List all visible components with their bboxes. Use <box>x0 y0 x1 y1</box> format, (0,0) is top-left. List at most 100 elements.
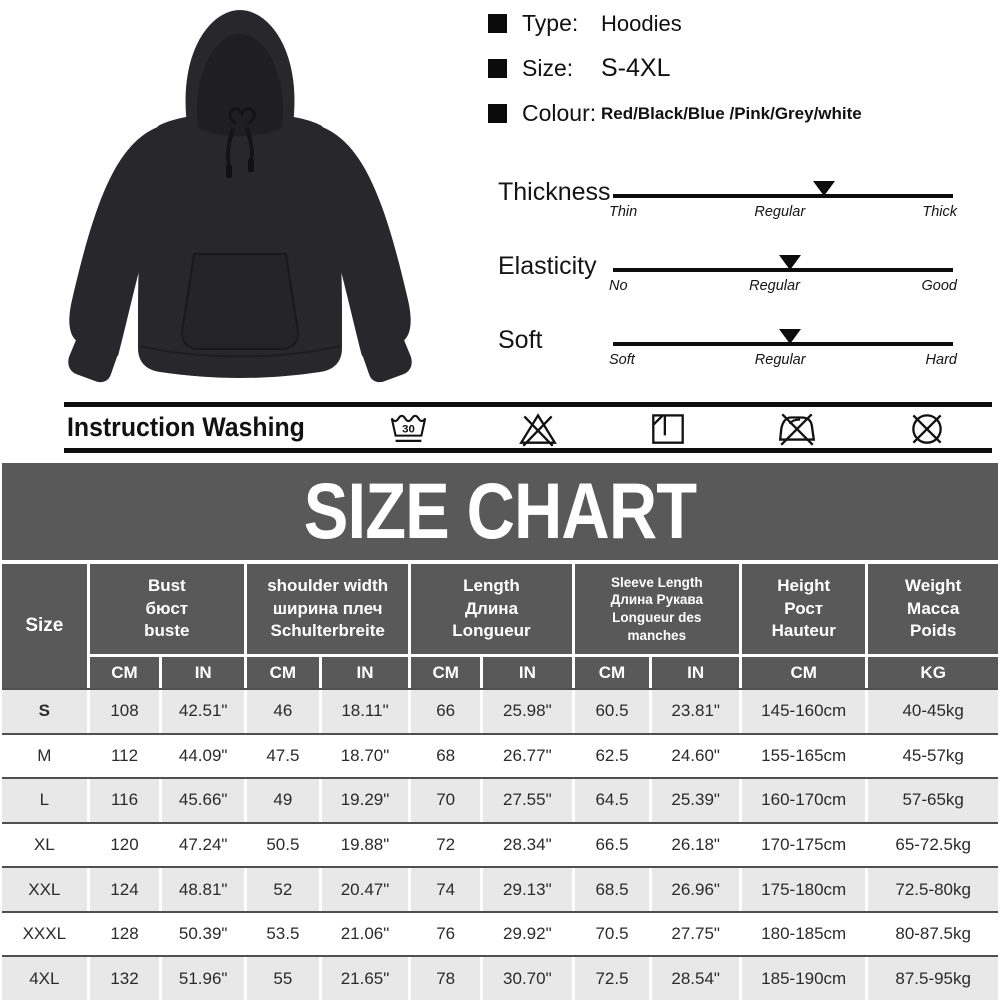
cell-shoulder-in: 19.88" <box>318 823 409 867</box>
cell-size: 4XL <box>2 957 87 1000</box>
scale-label: Thin <box>609 204 638 220</box>
header-group: Sleeve Length Длина Рукава Longueur des … <box>571 564 739 654</box>
cell-bust-cm: 108 <box>86 690 160 733</box>
cell-height-cm: 155-165cm <box>738 734 866 778</box>
cell-size: XL <box>2 823 87 867</box>
cell-weight-kg: 45-57kg <box>865 734 998 778</box>
cell-sleeve-in: 26.96" <box>649 868 739 911</box>
table-row: 4XL 132 51.96" 55 21.65" 78 30.70" 72.5 28.54" 18… <box>2 955 998 1000</box>
cell-sleeve-cm: 66.5 <box>571 823 650 867</box>
slider-track <box>613 342 953 346</box>
cell-length-cm: 78 <box>408 957 481 1000</box>
cell-sleeve-in: 24.60" <box>649 734 739 778</box>
cell-bust-cm: 116 <box>86 779 160 822</box>
header-unit: CM <box>738 654 866 688</box>
cell-shoulder-in: 20.47" <box>318 868 409 911</box>
table-row: M 112 44.09" 47.5 18.70" 68 26.77" 62.5 24.60" 15… <box>2 732 998 778</box>
attribute-name: Elasticity <box>498 252 597 280</box>
bullet-square-icon <box>488 104 507 123</box>
cell-shoulder-cm: 55 <box>244 957 319 1000</box>
cell-length-in: 26.77" <box>480 734 572 778</box>
cell-height-cm: 175-180cm <box>738 868 866 911</box>
detail-value: Hoodies <box>601 10 682 36</box>
table-row: XL 120 47.24" 50.5 19.88" 72 28.34" 66.5 26.18" 1… <box>2 821 998 867</box>
cell-weight-kg: 72.5-80kg <box>865 868 998 911</box>
cell-bust-cm: 124 <box>86 868 160 911</box>
cell-height-cm: 185-190cm <box>738 957 866 1000</box>
cell-length-cm: 68 <box>408 734 481 778</box>
cell-sleeve-in: 28.54" <box>649 957 739 1000</box>
cell-sleeve-cm: 70.5 <box>571 912 650 956</box>
table-row: S 108 42.51" 46 18.11" 66 25.98" 60.5 23.81" 145-… <box>2 688 998 733</box>
size-chart-title: SIZE CHART <box>303 467 697 556</box>
cell-size: L <box>2 779 87 822</box>
scale-label: Regular <box>754 204 806 220</box>
cell-size: M <box>2 734 87 778</box>
header-group: Bust бюст buste <box>86 564 245 654</box>
cell-bust-in: 45.66" <box>159 779 245 822</box>
cell-bust-cm: 112 <box>86 734 160 778</box>
size-chart-header: Size Bust бюст buste CM IN shoulder width ши… <box>2 564 998 688</box>
attribute-slider: Thickness Thin Regular Thick <box>480 178 1000 242</box>
cell-length-in: 29.92" <box>480 912 572 956</box>
header-unit: IN <box>159 654 245 688</box>
attribute-sliders: Thickness Thin Regular Thick Elasticity No Reg… <box>480 160 1000 402</box>
detail-value: S-4XL <box>601 54 671 82</box>
detail-label: Type: <box>522 10 579 36</box>
header-group: shoulder width ширина плеч Schulterbreit… <box>244 564 409 654</box>
attribute-name: Soft <box>498 326 543 354</box>
scale-label: Regular <box>749 278 800 294</box>
header-unit: CM <box>244 654 319 688</box>
cell-length-cm: 76 <box>408 912 481 956</box>
attribute-slider: Elasticity No Regular Good <box>480 252 1000 316</box>
header-group: Height Рост Hauteur <box>738 564 866 654</box>
cell-weight-kg: 80-87.5kg <box>865 912 998 956</box>
header-group: Weight Масса Poids <box>865 564 998 654</box>
cell-sleeve-in: 27.75" <box>649 912 739 956</box>
cell-sleeve-in: 23.81" <box>649 690 739 733</box>
header-size: Size <box>2 564 87 688</box>
header-unit: KG <box>865 654 998 688</box>
slider-track <box>613 268 953 272</box>
cell-sleeve-in: 26.18" <box>649 823 739 867</box>
cell-length-cm: 74 <box>408 868 481 911</box>
cell-height-cm: 160-170cm <box>738 779 866 822</box>
cell-bust-cm: 132 <box>86 957 160 1000</box>
bullet-square-icon <box>488 14 507 33</box>
svg-text:30: 30 <box>402 423 415 435</box>
bullet-square-icon <box>488 59 507 78</box>
cell-height-cm: 170-175cm <box>738 823 866 867</box>
cell-sleeve-cm: 64.5 <box>571 779 650 822</box>
slider-marker-icon <box>812 181 835 196</box>
header-unit: CM <box>408 654 481 688</box>
slider-marker-icon <box>778 329 801 344</box>
slider-marker-icon <box>778 255 801 270</box>
cell-shoulder-cm: 53.5 <box>244 912 319 956</box>
slider-scale-labels: Soft Regular Hard <box>609 352 957 368</box>
cell-height-cm: 180-185cm <box>738 912 866 956</box>
cell-shoulder-in: 19.29" <box>318 779 409 822</box>
cell-length-cm: 66 <box>408 690 481 733</box>
cell-bust-in: 50.39" <box>159 912 245 956</box>
cell-size: XXXL <box>2 912 87 956</box>
cell-bust-in: 47.24" <box>159 823 245 867</box>
size-chart-table: Size Bust бюст buste CM IN shoulder width ши… <box>2 564 998 1000</box>
cell-sleeve-in: 25.39" <box>649 779 739 822</box>
scale-label: Regular <box>754 352 806 368</box>
detail-value: Red/Black/Blue /Pink/Grey/white <box>601 103 862 123</box>
cell-length-in: 27.55" <box>480 779 572 822</box>
do-not-iron-icon <box>779 413 816 446</box>
cell-bust-cm: 120 <box>86 823 160 867</box>
header-unit: IN <box>649 654 739 688</box>
cell-sleeve-cm: 60.5 <box>571 690 650 733</box>
detail-label: Colour: <box>522 100 597 126</box>
cell-height-cm: 145-160cm <box>738 690 866 733</box>
cell-bust-in: 44.09" <box>159 734 245 778</box>
header-unit: IN <box>318 654 409 688</box>
cell-shoulder-in: 21.65" <box>318 957 409 1000</box>
cell-weight-kg: 57-65kg <box>865 779 998 822</box>
header-group: Length Длина Longueur <box>408 564 572 654</box>
size-chart-banner: SIZE CHART <box>2 463 998 560</box>
cell-shoulder-cm: 49 <box>244 779 319 822</box>
